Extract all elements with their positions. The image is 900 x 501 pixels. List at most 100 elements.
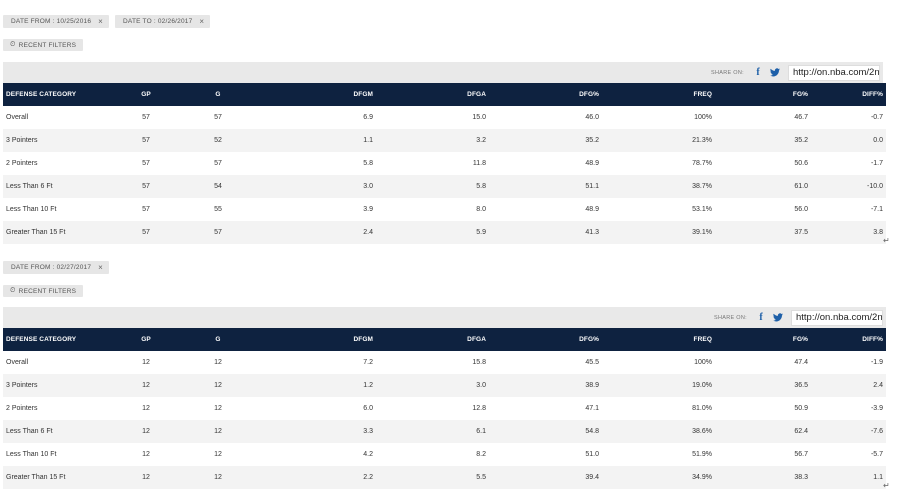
column-header-dfg-pct[interactable]: DFG% [489,83,602,106]
recent-filters-button[interactable]: ⏲ RECENT FILTERS [3,285,84,297]
cell-dfgm: 6.0 [363,405,373,412]
cell-defense-category: 2 Pointers [6,160,38,167]
filter-chip-date-from: DATE FROM : 02/27/2017 × [3,261,110,274]
cell-fg-pct: 56.0 [794,206,808,213]
cell-dfga: 5.5 [376,466,489,489]
table-row: Greater Than 15 Ft 12 12 2.2 5.5 39.4 34.9% 38.… [3,466,886,489]
cell-dfgm: 3.3 [254,420,376,443]
share-label: SHARE ON: [711,69,744,76]
cell-freq: 78.7% [692,160,712,167]
cell-diff-pct: -10.0 [811,175,886,198]
cell-freq: 19.0% [602,374,715,397]
cell-dfga: 15.8 [472,359,486,366]
cell-defense-category: Less Than 10 Ft [6,206,57,213]
close-icon[interactable]: × [98,262,104,272]
filter-chip-label: DATE FROM : 02/27/2017 [11,264,92,271]
cell-gp: 57 [142,206,150,213]
facebook-icon[interactable]: f [756,67,760,78]
cell-defense-category: 2 Pointers [6,405,38,412]
cell-freq: 38.6% [602,420,715,443]
cell-diff-pct: 0.0 [811,129,886,152]
recent-filters-button[interactable]: ⏲ RECENT FILTERS [3,39,84,51]
table-row: Less Than 10 Ft 12 12 4.2 8.2 51.0 51.9% 56.7 -5… [3,443,886,466]
cell-gp: 12 [110,420,182,443]
column-header-defense-category[interactable]: DEFENSE CATEGORY [3,328,110,351]
column-header-freq[interactable]: FREQ [602,328,715,351]
recent-filters-label: RECENT FILTERS [18,287,77,295]
cell-gp: 12 [142,359,150,366]
column-header-diff-pct[interactable]: DIFF% [811,328,886,351]
cell-dfga: 8.0 [476,206,486,213]
column-header-g[interactable]: G [182,328,254,351]
cell-dfgm: 7.2 [363,359,373,366]
cell-g: 54 [182,175,254,198]
cell-dfg-pct: 48.9 [585,160,599,167]
cell-dfgm: 2.4 [254,221,376,244]
return-mark: ↵ [883,236,890,245]
cell-dfga: 5.8 [376,175,489,198]
filter-chip-label: DATE TO : 02/26/2017 [123,18,193,25]
cell-freq: 21.3% [602,129,715,152]
cell-dfg-pct: 45.5 [585,359,599,366]
cell-freq: 34.9% [602,466,715,489]
column-header-dfg-pct[interactable]: DFG% [489,328,602,351]
cell-defense-category: Greater Than 15 Ft [3,221,110,244]
cell-dfg-pct: 51.0 [585,451,599,458]
cell-fg-pct: 56.7 [794,451,808,458]
column-header-dfga[interactable]: DFGA [376,83,489,106]
cell-diff-pct: 2.4 [811,374,886,397]
column-header-gp[interactable]: GP [110,328,182,351]
cell-fg-pct: 46.7 [794,114,808,121]
cell-gp: 57 [110,175,182,198]
cell-freq: 100% [694,359,712,366]
twitter-icon[interactable] [769,67,781,79]
table-header-row: DEFENSE CATEGORY GP G DFGM DFGA DFG% FRE… [3,328,886,351]
twitter-icon[interactable] [772,312,784,324]
column-header-fg-pct[interactable]: FG% [715,328,811,351]
filter-chip-label: DATE FROM : 10/25/2016 [11,18,92,25]
cell-fg-pct: 47.4 [794,359,808,366]
cell-g: 55 [214,206,222,213]
column-header-g[interactable]: G [182,83,254,106]
cell-dfga: 5.9 [376,221,489,244]
cell-defense-category: Less Than 10 Ft [6,451,57,458]
cell-dfg-pct: 46.0 [585,114,599,121]
cell-gp: 12 [110,374,182,397]
column-header-gp[interactable]: GP [110,83,182,106]
column-header-dfgm[interactable]: DFGM [254,83,376,106]
recent-filters-label: RECENT FILTERS [18,41,77,49]
share-url-input[interactable]: http://on.nba.com/2n [791,309,883,326]
table-row: Less Than 6 Ft 12 12 3.3 6.1 54.8 38.6% 62.4 -7.… [3,420,886,443]
cell-dfg-pct: 41.3 [489,221,602,244]
cell-dfga: 3.2 [376,129,489,152]
column-header-fg-pct[interactable]: FG% [715,83,811,106]
cell-gp: 12 [110,466,182,489]
cell-fg-pct: 36.5 [715,374,811,397]
cell-dfgm: 3.0 [254,175,376,198]
share-bar: SHARE ON: f http://on.nba.com/2n [3,62,883,83]
cell-dfg-pct: 39.4 [489,466,602,489]
close-icon[interactable]: × [199,16,205,26]
column-header-dfgm[interactable]: DFGM [254,328,376,351]
cell-g: 57 [182,221,254,244]
cell-diff-pct: -3.9 [870,405,883,412]
share-url-input[interactable]: http://on.nba.com/2n [788,64,880,81]
column-header-freq[interactable]: FREQ [602,83,715,106]
cell-fg-pct: 37.5 [715,221,811,244]
cell-dfgm: 4.2 [363,451,373,458]
cell-g: 12 [214,405,222,412]
facebook-icon[interactable]: f [759,312,763,323]
table-row: 2 Pointers 57 57 5.8 11.8 48.9 78.7% 50.6 -1.7 [3,152,886,175]
column-header-diff-pct[interactable]: DIFF% [811,83,886,106]
column-header-defense-category[interactable]: DEFENSE CATEGORY [3,83,110,106]
cell-dfgm: 1.2 [254,374,376,397]
column-header-dfga[interactable]: DFGA [376,328,489,351]
cell-fg-pct: 50.6 [794,160,808,167]
cell-dfga: 12.8 [472,405,486,412]
cell-dfga: 15.0 [472,114,486,121]
table-row: Less Than 6 Ft 57 54 3.0 5.8 51.1 38.7% 61.0 -10… [3,175,886,198]
close-icon[interactable]: × [98,16,104,26]
cell-dfgm: 3.9 [363,206,373,213]
cell-fg-pct: 38.3 [715,466,811,489]
table-row: Overall 12 12 7.2 15.8 45.5 100% 47.4 -1.9 [3,351,886,374]
